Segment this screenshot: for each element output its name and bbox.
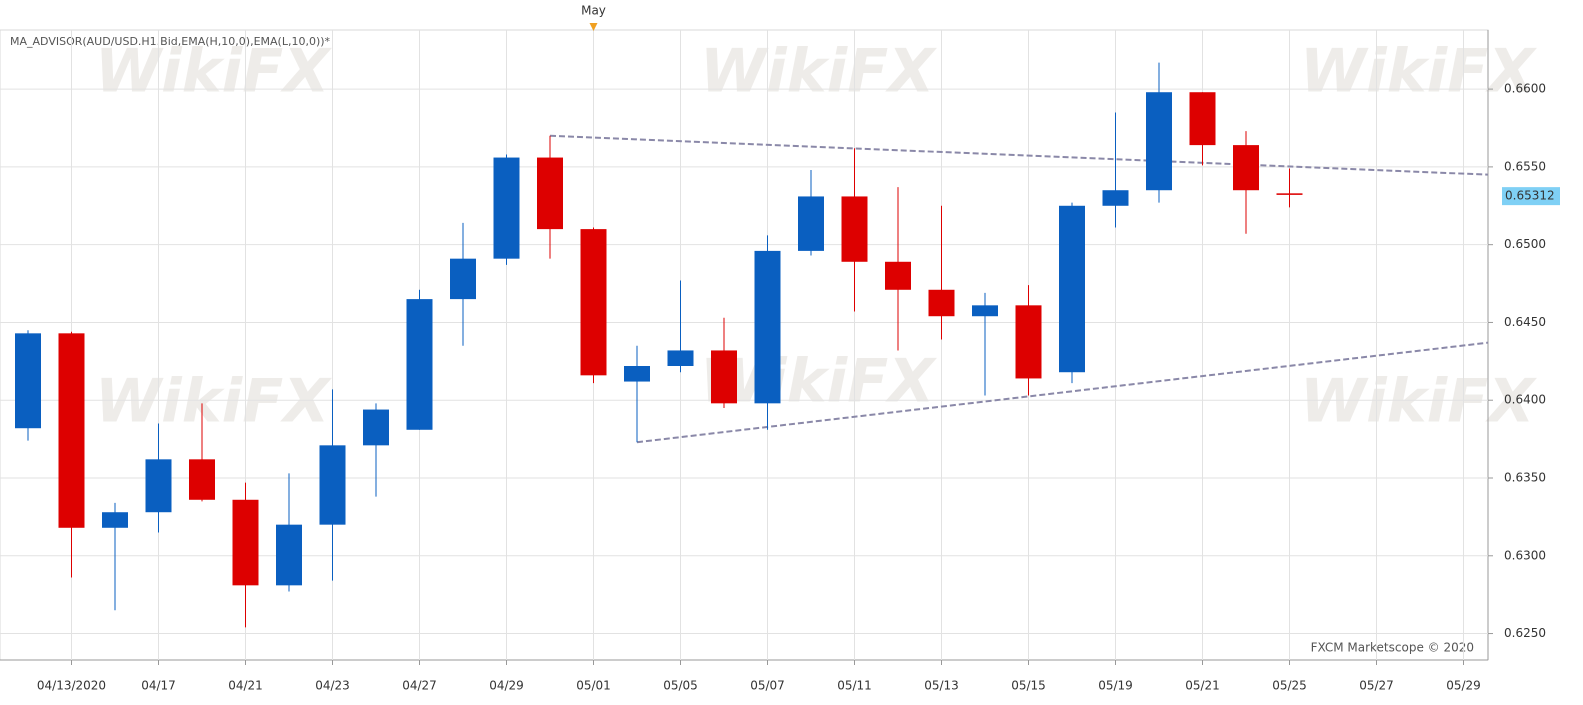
candle-body <box>145 459 172 513</box>
watermark: WikiFX <box>700 347 937 417</box>
last-price-label: 0.65312 <box>1505 189 1555 203</box>
x-tick-label: 04/23 <box>315 679 350 693</box>
candle-body <box>885 261 911 290</box>
x-tick-label: 05/29 <box>1446 679 1481 693</box>
x-tick-label: 05/19 <box>1098 679 1133 693</box>
x-tick-label: 05/13 <box>924 679 959 693</box>
candle-body <box>232 499 259 586</box>
y-tick-label: 0.6600 <box>1504 82 1546 96</box>
y-tick-label: 0.6550 <box>1504 159 1546 173</box>
trendline <box>636 341 1488 444</box>
x-tick-label: 04/17 <box>141 679 176 693</box>
candle-body <box>1059 205 1085 373</box>
candle-body <box>754 250 781 404</box>
candle-body <box>319 445 346 525</box>
candle-body <box>276 524 302 586</box>
watermark: WikiFX <box>700 37 937 107</box>
candle-body <box>189 459 215 500</box>
x-tick-label: 05/05 <box>663 679 698 693</box>
y-tick-label: 0.6250 <box>1504 626 1546 640</box>
candle-body <box>363 409 389 446</box>
x-tick-label: 04/13/2020 <box>37 679 106 693</box>
candle-body <box>1146 92 1172 191</box>
y-tick-label: 0.6400 <box>1504 393 1546 407</box>
candle-body <box>1102 190 1129 206</box>
x-tick-label: 05/27 <box>1359 679 1394 693</box>
candle-body <box>537 157 563 230</box>
y-tick-label: 0.6300 <box>1504 548 1546 562</box>
trendline <box>549 134 1488 176</box>
last-price-box <box>1502 187 1560 206</box>
candle-body <box>711 350 737 404</box>
x-tick-label: 04/29 <box>489 679 524 693</box>
marker-arrow <box>589 23 598 31</box>
x-tick-label: 05/25 <box>1272 679 1307 693</box>
candle-body <box>102 512 128 528</box>
x-tick-label: 04/21 <box>228 679 263 693</box>
watermark: WikiFX <box>1300 367 1537 437</box>
candle-body <box>58 333 85 528</box>
candle-body <box>624 366 650 382</box>
marker-label: May <box>581 4 606 18</box>
x-tick-label: 04/27 <box>402 679 437 693</box>
candle-body <box>1276 193 1303 195</box>
chart-title: MA_ADVISOR(AUD/USD.H1.Bid,EMA(H,10,0),EM… <box>10 35 331 48</box>
candle-body <box>1189 92 1216 146</box>
candle-body <box>667 350 694 366</box>
watermarks: WikiFX WikiFX WikiFX WikiFX WikiFX WikiFX <box>95 37 1537 437</box>
x-tick-label: 05/15 <box>1011 679 1046 693</box>
y-tick-label: 0.6450 <box>1504 315 1546 329</box>
x-tick-label: 05/07 <box>750 679 785 693</box>
candle-body <box>15 333 41 429</box>
watermark: WikiFX <box>95 367 332 437</box>
candle-body <box>580 229 607 376</box>
candle-body <box>493 157 520 259</box>
candle-body <box>928 289 955 317</box>
candle-body <box>841 196 868 262</box>
footer: FXCM Marketscope © 2020 <box>1311 641 1474 655</box>
y-tick-label: 0.6350 <box>1504 471 1546 485</box>
candle-body <box>798 196 824 251</box>
x-tick-label: 05/01 <box>576 679 611 693</box>
candle-body <box>1233 145 1259 191</box>
y-tick-label: 0.6500 <box>1504 237 1546 251</box>
x-tick-label: 05/11 <box>837 679 872 693</box>
watermark: WikiFX <box>95 37 332 107</box>
candle-body <box>972 305 998 317</box>
watermark: WikiFX <box>1300 37 1537 107</box>
x-tick-label: 05/21 <box>1185 679 1220 693</box>
candle-body <box>1015 305 1042 379</box>
candle-body <box>450 258 476 300</box>
candle-body <box>406 299 433 430</box>
